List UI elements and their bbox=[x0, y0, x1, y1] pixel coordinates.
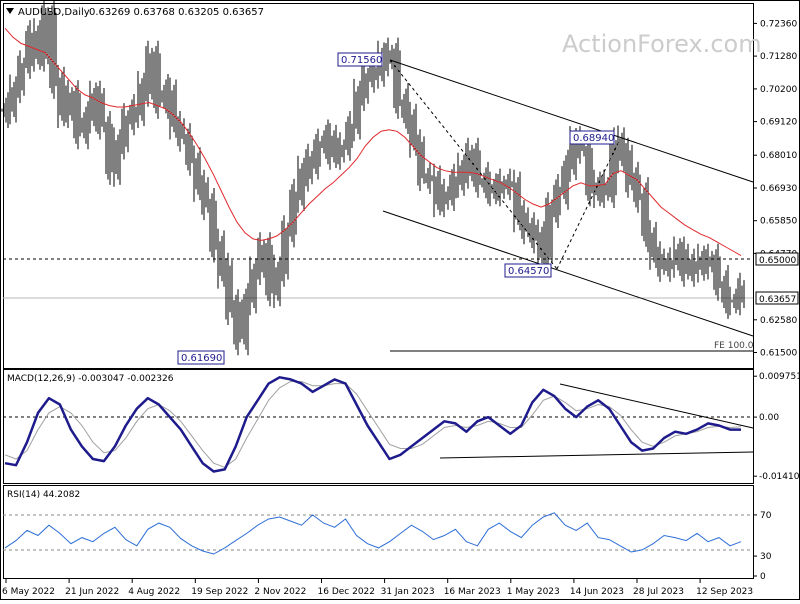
x-tick-label: 2 Nov 2022 bbox=[254, 587, 306, 597]
watermark-text: ActionForex.com bbox=[562, 30, 762, 58]
annotation-0.68940: 0.68940 bbox=[569, 130, 615, 145]
macd-main-line bbox=[4, 376, 741, 473]
macd-y-tick-label: 0.00 bbox=[759, 413, 779, 423]
annotation-0.71560: 0.71560 bbox=[337, 52, 383, 67]
price-series-layer bbox=[1, 0, 745, 356]
x-tick-label: 21 Jun 2022 bbox=[65, 587, 119, 597]
price-box-label: 0.65000 bbox=[759, 256, 796, 266]
rsi-y-axis: 70 30 0 bbox=[753, 511, 772, 582]
macd-title: MACD(12,26,9) -0.003047 -0.002326 bbox=[7, 374, 174, 384]
x-tick-label: 14 Jun 2023 bbox=[570, 587, 624, 597]
annotation-0.64570: 0.64570 bbox=[504, 263, 552, 278]
macd-trendline-lower bbox=[439, 451, 754, 459]
channel-upper-line bbox=[389, 59, 754, 183]
price-y-axis: 0.72360 0.71280 0.70200 0.69120 0.68010 0.669… bbox=[753, 19, 797, 359]
rsi-y-tick-label: 70 bbox=[760, 511, 772, 521]
price-box-current: 0.63657 bbox=[755, 291, 799, 305]
sma-series-layer bbox=[4, 27, 742, 257]
annotation-label: 0.61690 bbox=[181, 353, 222, 364]
price-box-label: 0.63657 bbox=[759, 295, 796, 305]
x-axis: 6 May 2022 21 Jun 2022 4 Aug 2022 19 Sep 20… bbox=[2, 579, 753, 597]
header-triangle-icon bbox=[6, 8, 14, 14]
macd-y-axis: 0.009751 0.00 -0.014107 bbox=[753, 372, 800, 482]
macd-y-tick-label: 0.009751 bbox=[759, 372, 800, 382]
price-panel bbox=[3, 3, 754, 369]
rsi-panel bbox=[3, 485, 754, 579]
annotation-label: 0.71560 bbox=[341, 55, 382, 66]
x-tick-label: 6 May 2022 bbox=[2, 587, 55, 597]
price-y-tick-label: 0.71280 bbox=[760, 52, 797, 62]
sma-line bbox=[4, 27, 742, 257]
macd-series-layer bbox=[4, 376, 742, 473]
price-y-tick-label: 0.61500 bbox=[760, 349, 797, 359]
x-tick-label: 16 Mar 2023 bbox=[444, 587, 501, 597]
price-y-tick-label: 0.70200 bbox=[760, 85, 797, 95]
x-tick-label: 31 Jan 2023 bbox=[381, 587, 435, 597]
macd-panel bbox=[3, 369, 754, 484]
fe-100-label: FE 100.0 bbox=[714, 341, 754, 351]
x-tick-label: 1 May 2023 bbox=[507, 587, 560, 597]
price-box-0.65000: 0.65000 bbox=[755, 252, 799, 266]
x-tick-label: 12 Sep 2023 bbox=[696, 587, 753, 597]
x-tick-label: 4 Aug 2022 bbox=[128, 587, 180, 597]
header-ohlc: 0.63269 0.63768 0.63205 0.63657 bbox=[89, 7, 264, 18]
price-y-tick-label: 0.66930 bbox=[760, 184, 797, 194]
rsi-series-layer bbox=[4, 512, 742, 555]
x-tick-label: 16 Dec 2022 bbox=[318, 587, 376, 597]
rsi-y-tick-label: 30 bbox=[760, 552, 772, 562]
channel-lower-line bbox=[382, 210, 754, 337]
macd-y-tick-label: -0.014107 bbox=[759, 472, 800, 482]
price-y-tick-label: 0.65850 bbox=[760, 217, 797, 227]
x-tick-label: 19 Sep 2022 bbox=[191, 587, 248, 597]
annotation-label: 0.64570 bbox=[508, 266, 549, 277]
x-tick-label: 28 Jul 2023 bbox=[633, 587, 684, 597]
price-y-tick-label: 0.68010 bbox=[760, 151, 797, 161]
annotation-0.61690: 0.61690 bbox=[177, 350, 225, 365]
macd-trendline-upper bbox=[559, 383, 754, 429]
rsi-y-tick-label: 0 bbox=[760, 572, 766, 582]
rsi-title: RSI(14) 44.2082 bbox=[7, 490, 80, 500]
annotation-label: 0.68940 bbox=[573, 133, 614, 144]
price-y-tick-label: 0.72360 bbox=[760, 19, 797, 29]
macd-signal-line bbox=[4, 381, 742, 468]
price-y-tick-label: 0.69120 bbox=[760, 118, 797, 128]
price-y-tick-label: 0.62580 bbox=[760, 316, 797, 326]
rsi-line bbox=[4, 512, 742, 555]
